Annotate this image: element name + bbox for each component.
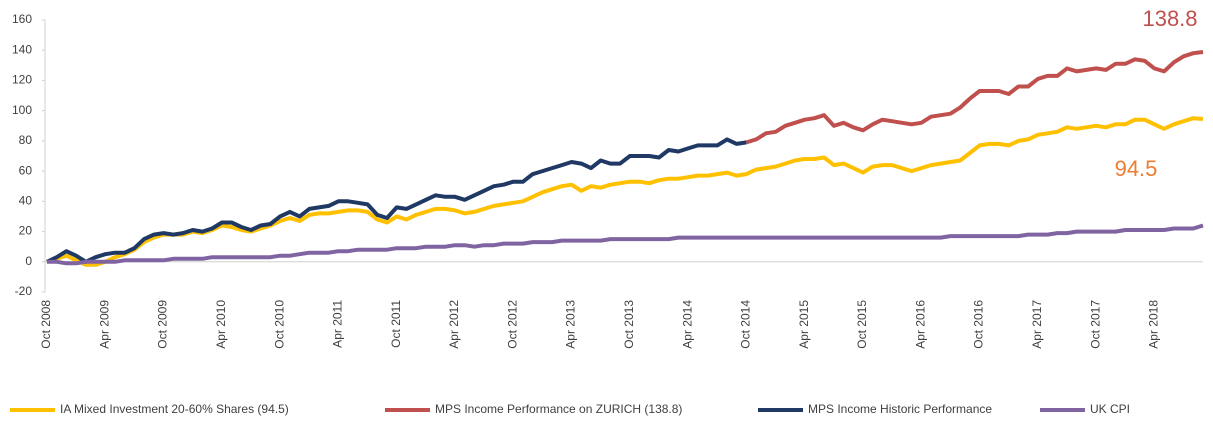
x-tick-label: Oct 2008 [39,300,53,349]
x-tick-label: Apr 2014 [680,300,694,349]
y-tick-label: -20 [15,284,33,298]
x-tick-label: Apr 2015 [797,300,811,349]
y-tick-label: 20 [19,224,33,238]
annotation: 94.5 [1115,156,1158,181]
x-tick-label: Oct 2014 [739,300,753,349]
x-tick-label: Oct 2015 [855,300,869,349]
y-tick-label: 100 [12,103,32,117]
x-tick-label: Oct 2017 [1088,300,1102,349]
x-tick-label: Oct 2010 [272,300,286,349]
y-tick-label: 60 [19,163,33,177]
y-tick-label: 160 [12,12,32,26]
legend-label: MPS Income Performance on ZURICH (138.8) [435,402,682,416]
y-tick-label: 80 [19,133,33,147]
legend-label: UK CPI [1090,402,1130,416]
legend-label: MPS Income Historic Performance [808,402,992,416]
legend-label: IA Mixed Investment 20-60% Shares (94.5) [60,402,289,416]
x-tick-label: Oct 2009 [156,300,170,349]
series-line [46,116,1204,267]
x-tick-label: Apr 2011 [331,300,345,348]
x-tick-label: Apr 2012 [447,300,461,349]
x-tick-label: Apr 2013 [564,300,578,349]
y-tick-label: 140 [12,42,32,56]
series-line [46,137,747,264]
annotation: 138.8 [1142,6,1197,31]
x-tick-label: Oct 2013 [622,300,636,349]
series-line [745,50,1204,145]
series-line [47,223,1204,266]
x-tick-label: Oct 2011 [389,300,403,348]
x-tick-label: Oct 2016 [972,300,986,349]
x-tick-label: Apr 2018 [1147,300,1161,349]
y-tick-label: 0 [25,254,32,268]
x-tick-label: Apr 2009 [97,300,111,349]
x-tick-label: Apr 2017 [1030,300,1044,349]
y-tick-label: 40 [19,194,33,208]
y-tick-label: 120 [12,73,32,87]
x-tick-label: Oct 2012 [505,300,519,349]
x-tick-label: Apr 2016 [913,300,927,349]
x-tick-label: Apr 2010 [214,300,228,349]
